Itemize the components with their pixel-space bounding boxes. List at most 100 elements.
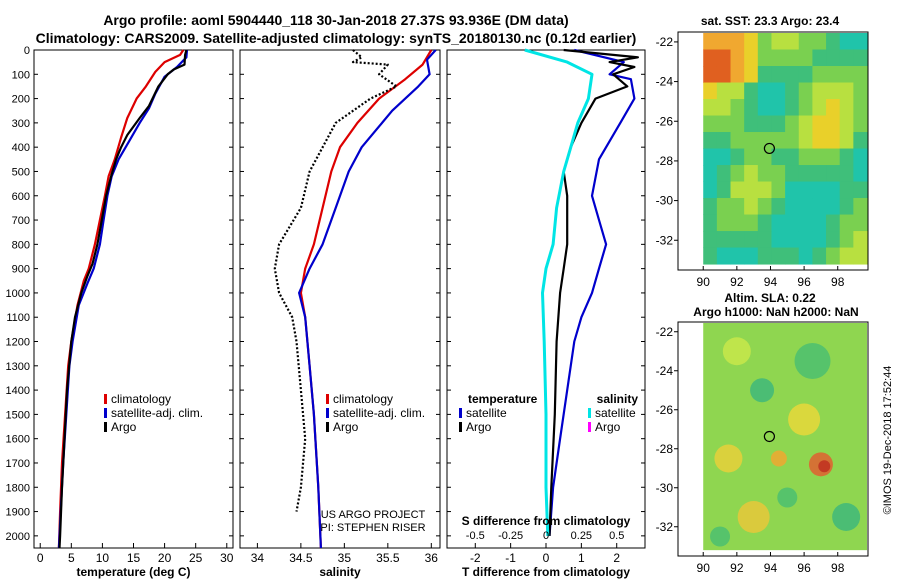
sst_map-cell (771, 82, 786, 100)
sst_map-cell (839, 198, 854, 216)
sst_map-cell (757, 165, 772, 183)
salinity-xtick-label: 35.5 (376, 551, 400, 565)
sst_map-cell (703, 66, 718, 84)
sla_map-xtick-label: 98 (831, 561, 845, 575)
sst_map-cell (771, 148, 786, 166)
salinity-frame (239, 49, 441, 549)
sst_map-cell (812, 115, 827, 133)
difference-xtick-label: -2 (470, 551, 481, 565)
salinity-xtick-label: 35 (338, 551, 352, 565)
sst_map-cell (716, 115, 732, 133)
sst_map-cell (826, 82, 841, 100)
sst_map-cell (812, 49, 827, 67)
salinity-xlabel: salinity (319, 565, 361, 579)
sst_map-cell (703, 181, 718, 199)
sla_map-xtick-label: 92 (730, 561, 744, 575)
sst_map-cell (730, 82, 745, 100)
sst_map-cell (757, 198, 772, 216)
difference-xlabel: T difference from climatology (462, 565, 630, 579)
sst_map-cell (785, 82, 800, 100)
sst_map-ytick-label: -26 (656, 114, 674, 128)
sst_map-image (703, 33, 868, 265)
salinity-xtick-label: 34 (251, 551, 265, 565)
sst_map-cell (716, 66, 732, 84)
sst_map-cell (826, 132, 841, 150)
diff-temp-legend-label: satellite (466, 406, 507, 420)
sst_map-cell (757, 33, 772, 51)
sst_map-cell (730, 66, 745, 84)
sst_map-cell (716, 99, 732, 117)
sst_map-cell (853, 165, 868, 183)
sst_map-cell (839, 247, 854, 265)
sst_map-cell (744, 214, 759, 232)
sla_map-xtick-label: 96 (797, 561, 811, 575)
sst_map-cell (853, 231, 868, 249)
sst_map-cell (853, 181, 868, 199)
sla_map-ytick-label: -24 (656, 364, 674, 378)
sst_map-argo-marker (763, 142, 776, 155)
diff-top-tick-label: -0.5 (466, 530, 485, 542)
sst_map-cell (812, 181, 827, 199)
sst_map-cell (744, 82, 759, 100)
depth-tick-label: 100 (12, 69, 30, 81)
sst_map-cell (798, 198, 813, 216)
sst_map-xtick-label: 92 (730, 275, 744, 289)
sla_map-blob (714, 444, 743, 473)
sst_map-cell (798, 148, 813, 166)
sst_map-cell (812, 99, 827, 117)
sst_map-cell (771, 49, 786, 67)
sst_map-cell (730, 181, 745, 199)
sst_map-cell (826, 33, 841, 51)
sst_map-cell (785, 181, 800, 199)
depth-tick-label: 200 (12, 94, 30, 106)
sst_map-cell (757, 181, 772, 199)
sst_map-cell (798, 181, 813, 199)
sst_map-ytick-label: -32 (656, 233, 674, 247)
diff-temp-legend-swatch (459, 422, 462, 432)
sst_map-cell (839, 82, 854, 100)
sst_map-cell (826, 181, 841, 199)
sst_map-cell (853, 115, 868, 133)
salinity-legend-swatch (326, 394, 329, 404)
sst_map-cell (853, 33, 868, 51)
sst_map-cell (785, 214, 800, 232)
sst_map-cell (785, 148, 800, 166)
sla-map-subtitle: Argo h1000: NaN h2000: NaN (693, 305, 858, 319)
depth-tick-label: 1300 (6, 361, 30, 373)
sst_map-cell (744, 132, 759, 150)
temperature-legend-swatch (104, 408, 107, 418)
sst_map-cell (812, 132, 827, 150)
sst_map-ytick-label: -30 (656, 194, 674, 208)
sst_map-cell (826, 99, 841, 117)
depth-tick-label: 1800 (6, 482, 30, 494)
sst_map-cell (730, 99, 745, 117)
salinity-credit: US ARGO PROJECT (321, 509, 426, 521)
temperature-legend-swatch (104, 394, 107, 404)
sst_map-cell (785, 165, 800, 183)
depth-tick-label: 1900 (6, 507, 30, 519)
sst_map-cell (771, 214, 786, 232)
sla_map-blob (722, 337, 751, 366)
sst_map-cell (771, 66, 786, 84)
sst_map-cell (826, 66, 841, 84)
sst_map-cell (771, 247, 786, 265)
sst_map-cell (771, 165, 786, 183)
sst_map-cell (703, 49, 718, 67)
temperature-legend-label: Argo (111, 420, 137, 434)
sla_map-xtick-label: 90 (697, 561, 711, 575)
sst_map-cell (839, 181, 854, 199)
sst_map-cell (730, 231, 745, 249)
sst_map-cell (716, 33, 732, 51)
sst_map-cell (771, 198, 786, 216)
salinity-legend-label: satellite-adj. clim. (333, 406, 425, 420)
sst_map-cell (757, 82, 772, 100)
diff-legend-temp-title: temperature (468, 392, 538, 406)
sst_map-cell (826, 165, 841, 183)
sst_map-cell (703, 198, 718, 216)
profile-title-line2: Climatology: CARS2009. Satellite-adjuste… (35, 30, 637, 46)
depth-tick-label: 1500 (6, 409, 30, 421)
sla_map-blob (770, 450, 787, 467)
depth-tick-label: 500 (12, 166, 30, 178)
sst_map-cell (716, 148, 732, 166)
sst_map-cell (744, 66, 759, 84)
